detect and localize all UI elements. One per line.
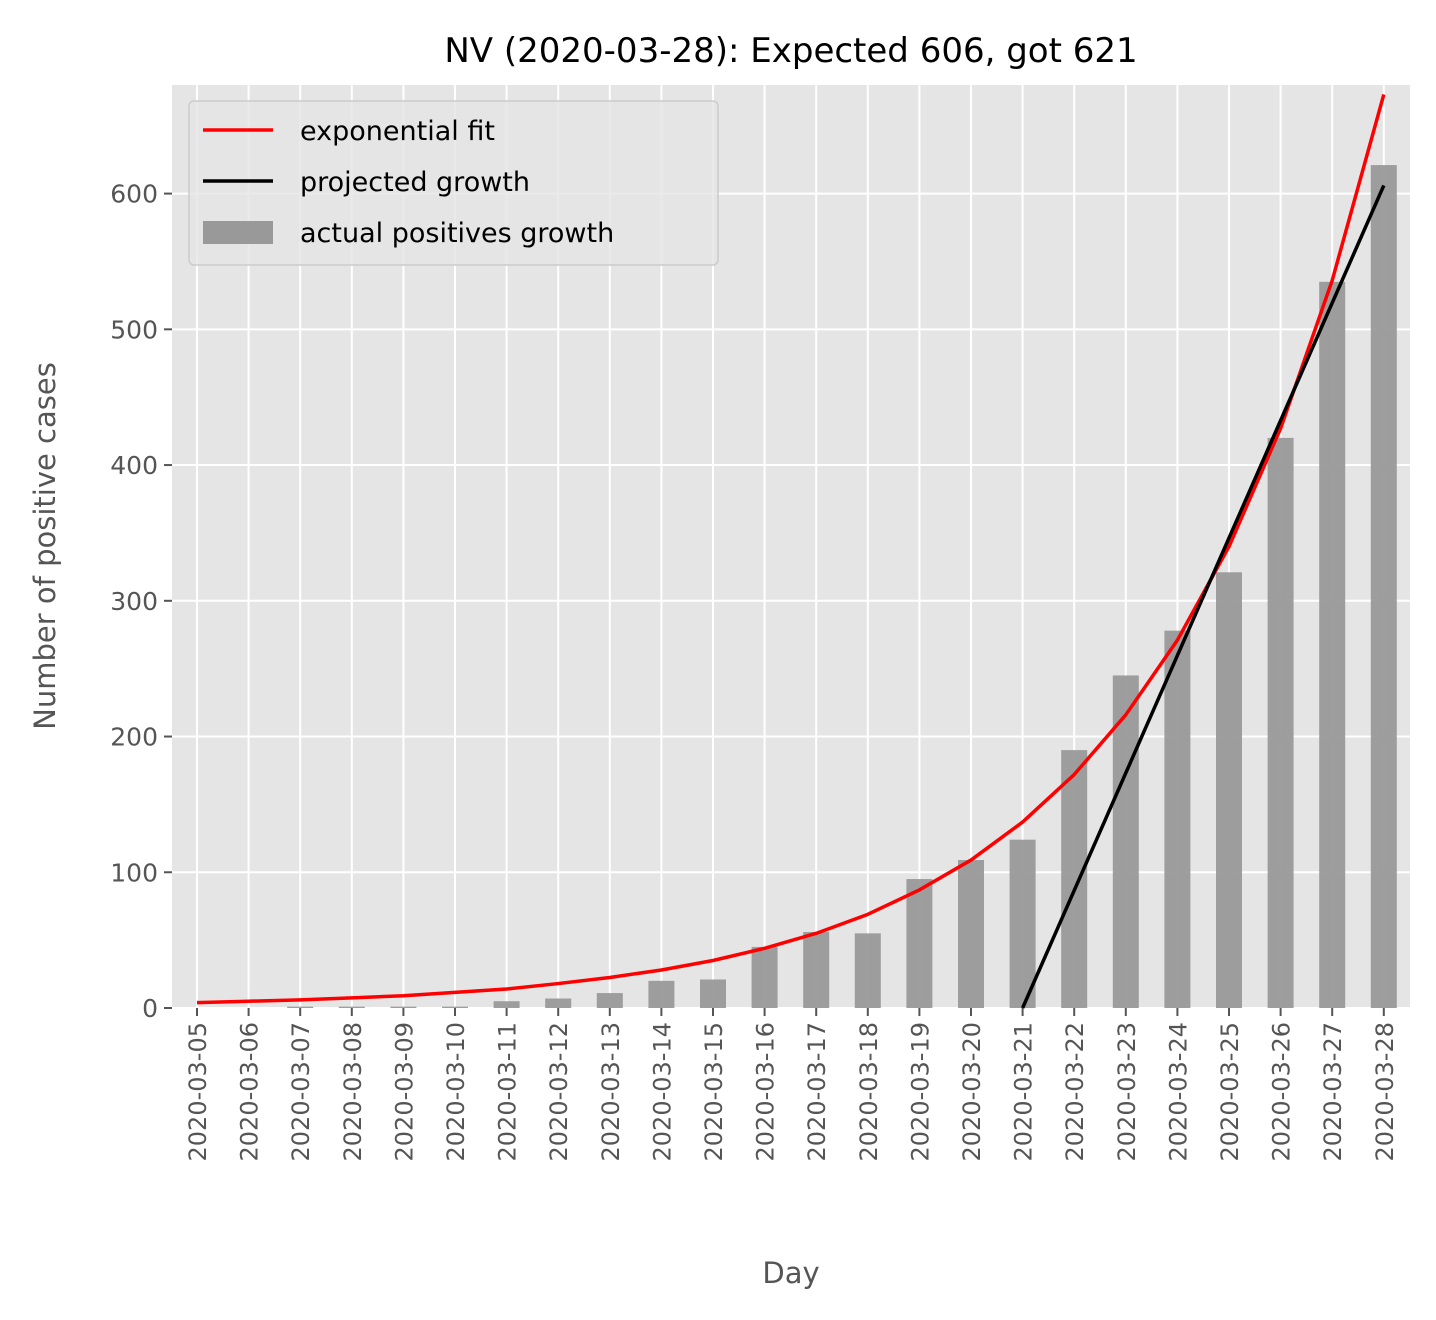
x-tick-label: 2020-03-26 [1268, 1022, 1296, 1161]
bar-actual-positives [1319, 281, 1346, 1008]
bar-actual-positives [1164, 630, 1191, 1008]
bar-actual-positives [338, 1006, 365, 1008]
bar-actual-positives [493, 1001, 520, 1008]
bar-actual-positives [751, 946, 778, 1008]
x-tick-label: 2020-03-15 [700, 1022, 728, 1161]
legend-label-projected-growth: projected growth [300, 167, 530, 198]
bar-actual-positives [287, 1006, 314, 1008]
bar-actual-positives [390, 1006, 417, 1008]
x-tick-label: 2020-03-23 [1113, 1022, 1141, 1161]
x-tick-label: 2020-03-17 [803, 1022, 831, 1161]
y-tick-label: 400 [110, 451, 158, 480]
bar-actual-positives [596, 993, 623, 1008]
y-tick-label: 300 [110, 587, 158, 616]
bar-actual-positives [958, 860, 984, 1008]
y-tick-label: 500 [110, 315, 158, 344]
bar-series [287, 165, 1397, 1009]
x-tick-label: 2020-03-13 [597, 1022, 625, 1161]
bar-actual-positives [648, 980, 675, 1008]
legend-label-actual-positives: actual positives growth [300, 218, 614, 249]
x-tick-label: 2020-03-19 [906, 1022, 934, 1161]
bar-actual-positives [545, 998, 572, 1008]
x-tick-label: 2020-03-27 [1319, 1022, 1347, 1161]
bar-actual-positives [442, 1006, 468, 1008]
x-tick-label: 2020-03-28 [1371, 1022, 1399, 1161]
x-tick-label: 2020-03-09 [390, 1022, 418, 1161]
y-axis-ticks: 0 100 200 300 400 500 600 [110, 180, 172, 1023]
legend-label-exponential-fit: exponential fit [300, 116, 495, 147]
x-tick-label: 2020-03-22 [1061, 1022, 1089, 1161]
line-projected-growth [1020, 184, 1386, 1009]
bar-actual-positives [1370, 165, 1397, 1009]
bar-actual-positives [1267, 437, 1294, 1009]
bar-actual-positives [1061, 750, 1088, 1008]
legend: exponential fit projected growth actual … [188, 100, 719, 266]
x-tick-label: 2020-03-16 [752, 1022, 780, 1161]
legend-swatch-actual-positives [203, 221, 273, 244]
x-tick-label: 2020-03-07 [287, 1022, 315, 1161]
line-series [196, 94, 1386, 1009]
x-tick-label: 2020-03-11 [494, 1022, 522, 1161]
bar-actual-positives [803, 931, 830, 1008]
y-tick-label: 200 [110, 723, 158, 752]
x-tick-label: 2020-03-21 [1010, 1022, 1038, 1161]
x-tick-label: 2020-03-12 [545, 1022, 573, 1161]
bar-actual-positives [700, 979, 726, 1008]
x-tick-label: 2020-03-25 [1216, 1022, 1244, 1161]
legend-box [188, 100, 719, 266]
x-axis-ticks: 2020-03-05 2020-03-06 2020-03-07 2020-03-08… [184, 1008, 1399, 1161]
bar-actual-positives [906, 879, 933, 1008]
x-tick-label: 2020-03-14 [648, 1022, 676, 1161]
x-tick-label: 2020-03-05 [184, 1022, 212, 1161]
bar-actual-positives [1112, 675, 1139, 1008]
y-tick-label: 0 [142, 994, 158, 1023]
x-tick-label: 2020-03-20 [958, 1022, 986, 1161]
chart-title: NV (2020-03-28): Expected 606, got 621 [444, 31, 1137, 71]
y-tick-label: 600 [110, 180, 158, 209]
x-tick-label: 2020-03-18 [855, 1022, 883, 1161]
y-axis-label: Number of positive cases [28, 362, 62, 730]
y-tick-label: 100 [110, 858, 158, 887]
x-tick-label: 2020-03-24 [1164, 1022, 1192, 1161]
bar-actual-positives [854, 933, 881, 1008]
x-tick-label: 2020-03-08 [339, 1022, 367, 1161]
bar-actual-positives [1216, 572, 1242, 1008]
bar-actual-positives [1009, 839, 1036, 1008]
x-tick-label: 2020-03-10 [442, 1022, 470, 1161]
x-axis-label: Day [762, 1256, 819, 1290]
x-tick-label: 2020-03-06 [236, 1022, 264, 1161]
line-exponential-fit [196, 94, 1386, 1005]
